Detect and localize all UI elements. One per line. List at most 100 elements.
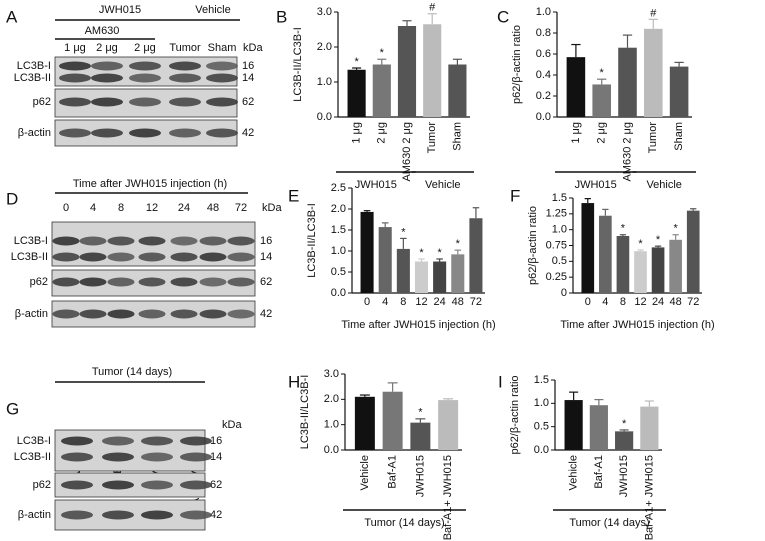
significance-marker: * (438, 247, 443, 259)
blot-band (52, 236, 80, 246)
significance-marker: * (419, 247, 424, 259)
y-tick-label: 2.0 (317, 41, 332, 53)
y-tick-label: 0.0 (324, 444, 339, 456)
bar (669, 66, 689, 117)
bar (581, 203, 595, 293)
blot-band (52, 309, 80, 319)
bar (634, 251, 647, 293)
x-tick-label: Baf-A1+ JWH015 (442, 455, 454, 540)
blot-band (138, 252, 166, 262)
blot-band (79, 277, 107, 287)
blot-band (169, 61, 201, 71)
lane-label: 8 (118, 202, 124, 214)
x-tick-label: 0 (585, 296, 591, 308)
x-tick-label: 0 (364, 296, 370, 308)
blot-band (102, 452, 134, 462)
blot-band (102, 436, 134, 446)
blot-band (170, 252, 198, 262)
blot-band (138, 277, 166, 287)
kda-value: 42 (210, 509, 222, 521)
panel-letter: C (497, 7, 509, 26)
bar (378, 227, 392, 293)
blot-band (59, 61, 91, 71)
group-label: JWH015 (575, 179, 617, 191)
x-tick-label: 12 (415, 296, 427, 308)
blot-band (180, 480, 212, 490)
bar (451, 254, 465, 293)
blot-band (129, 61, 161, 71)
panel-letter: E (288, 186, 299, 205)
y-tick-label: 1.25 (546, 208, 567, 220)
y-axis-label: LC3B-II/LC3B-I (306, 203, 318, 278)
blot-band (79, 252, 107, 262)
x-tick-label: 24 (652, 296, 664, 308)
row-label: LC3B-I (14, 235, 48, 247)
x-tick-label: 24 (434, 296, 446, 308)
blot-band (199, 309, 227, 319)
bar (414, 261, 429, 293)
y-axis-label: LC3B-II/LC3B-I (299, 375, 311, 450)
blot-band (227, 309, 255, 319)
kda-unit: kDa (243, 42, 263, 54)
panel-letter: A (6, 7, 18, 26)
lane-label: Sham (208, 42, 237, 54)
y-tick-label: 1.0 (536, 6, 551, 18)
group-label: Tumor (14 days) (569, 517, 649, 529)
kda-value: 42 (260, 308, 272, 320)
blot-band (61, 452, 93, 462)
lane-label: 1 μg (64, 42, 86, 54)
kda-value: 14 (210, 451, 222, 463)
blot-band (180, 452, 212, 462)
x-tick-label: Baf-A1 (387, 455, 399, 489)
y-tick-label: 0.5 (534, 421, 549, 433)
significance-marker: * (621, 223, 626, 235)
significance-marker: # (429, 2, 436, 14)
kda-value: 14 (242, 72, 254, 84)
blot-band (206, 61, 238, 71)
lane-label: 2 μg (96, 42, 118, 54)
bar (616, 236, 630, 293)
kda-value: 62 (210, 479, 222, 491)
row-label: LC3B-II (14, 72, 51, 84)
x-tick-label: 1 μg (570, 122, 582, 144)
row-label: LC3B-I (17, 435, 51, 447)
lane-label: 24 (178, 202, 190, 214)
bar (423, 24, 442, 117)
blot-band (61, 510, 93, 520)
significance-marker: * (600, 67, 605, 79)
y-axis-label: p62/β-actin ratio (527, 206, 539, 285)
x-tick-label: 4 (382, 296, 388, 308)
y-tick-label: 0.2 (536, 90, 551, 102)
blot-band (199, 277, 227, 287)
y-tick-label: 0.0 (331, 287, 346, 299)
significance-marker: * (622, 418, 627, 430)
group-label: JWH015 (355, 179, 397, 191)
bar (686, 210, 700, 293)
y-tick-label: 0 (561, 287, 567, 299)
blot-band (102, 510, 134, 520)
bar (618, 47, 637, 118)
y-tick-label: 1.0 (331, 245, 346, 257)
blot-band (199, 252, 227, 262)
blot-band (227, 277, 255, 287)
x-tick-label: 2 μg (596, 122, 608, 144)
significance-marker: * (656, 234, 661, 246)
x-tick-label: Sham (673, 122, 685, 151)
x-tick-label: 12 (634, 296, 646, 308)
blot-band (227, 252, 255, 262)
blot-band (79, 309, 107, 319)
blot-band (52, 252, 80, 262)
kda-unit: kDa (262, 202, 282, 214)
lane-label: 12 (146, 202, 158, 214)
y-tick-label: 0.4 (536, 69, 551, 81)
x-tick-label: 8 (620, 296, 626, 308)
blot-header: JWH015 (99, 4, 141, 16)
row-label: LC3B-I (17, 60, 51, 72)
x-tick-label: 8 (400, 296, 406, 308)
blot-band (91, 97, 123, 107)
bar (372, 64, 391, 117)
panel-letter: G (6, 399, 19, 418)
blot-header: Vehicle (195, 4, 230, 16)
x-tick-label: Sham (451, 122, 463, 151)
blot-band (61, 480, 93, 490)
